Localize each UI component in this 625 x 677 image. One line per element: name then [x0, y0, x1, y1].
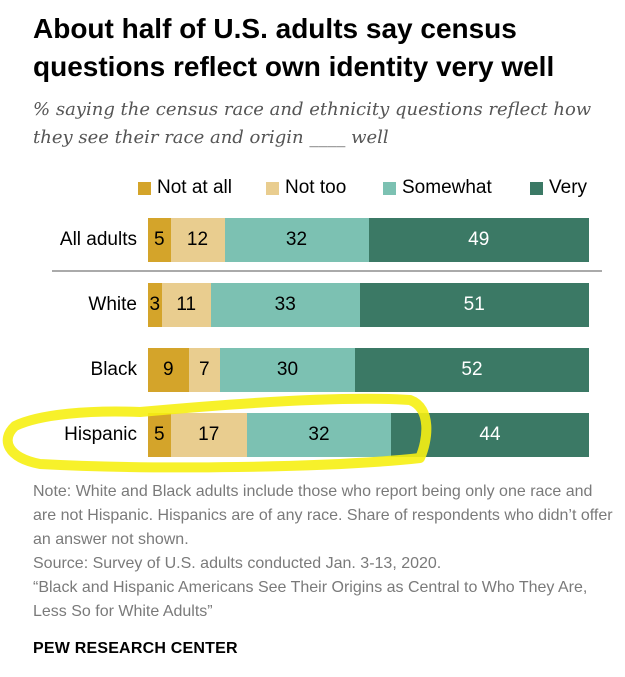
legend-label: Not too	[285, 177, 347, 198]
bar-segment: 17	[170, 413, 247, 457]
bar-segment: 30	[220, 348, 355, 392]
data-label: 12	[186, 229, 209, 250]
data-label: 49	[468, 229, 490, 250]
data-label: 3	[149, 294, 161, 315]
legend-item: Not at all	[138, 176, 232, 200]
bar-segment: 44	[391, 413, 589, 457]
bar-segment: 11	[161, 283, 211, 327]
bar-segment: 7	[188, 348, 220, 392]
chart-subtitle: % saying the census race and ethnicity q…	[33, 99, 592, 148]
category-label: White	[88, 294, 137, 315]
legend-item: Not too	[266, 176, 346, 200]
group-divider	[52, 270, 602, 272]
bar-segment: 9	[148, 348, 189, 392]
bar-segment: 52	[355, 348, 589, 392]
legend-swatch	[383, 181, 396, 195]
bar-segment: 33	[211, 283, 360, 327]
data-label: 5	[153, 424, 165, 445]
bar-segment: 32	[247, 413, 391, 457]
data-label: 44	[479, 424, 501, 445]
data-label: 51	[463, 294, 485, 315]
data-label: 32	[308, 424, 330, 445]
legend-item: Very	[530, 176, 587, 200]
legend-label: Very	[549, 177, 588, 198]
data-label: 52	[461, 359, 483, 380]
category-label: Hispanic	[64, 424, 137, 445]
note-text: Note: White and Black adults include tho…	[33, 483, 613, 548]
data-label: 32	[285, 229, 308, 250]
data-label: 5	[153, 229, 165, 250]
data-label: 11	[176, 294, 197, 315]
legend-swatch	[530, 181, 543, 195]
category-label: All adults	[59, 229, 137, 250]
bar-segment: 49	[368, 218, 589, 262]
legend-swatch	[266, 181, 279, 195]
bar-segment: 5	[148, 218, 171, 262]
legend-swatch	[138, 181, 151, 195]
bar-segment: 12	[170, 218, 225, 262]
bar-segment: 3	[148, 283, 162, 327]
category-label: Black	[90, 359, 137, 380]
data-label: 9	[162, 359, 174, 380]
bar-segment: 51	[359, 283, 589, 327]
bar-segment: 32	[224, 218, 369, 262]
chart-legend: Not at all Not too Somewhat Very	[0, 176, 625, 200]
legend-item: Somewhat	[383, 176, 492, 200]
data-label: 33	[274, 294, 296, 315]
data-label: 17	[198, 424, 220, 445]
brand-logo-text: PEW RESEARCH CENTER	[33, 640, 238, 657]
chart-notes: Note: White and Black adults include tho…	[33, 480, 613, 624]
data-label: 30	[276, 359, 299, 380]
legend-label: Not at all	[157, 177, 232, 198]
source-text: Source: Survey of U.S. adults conducted …	[33, 555, 442, 572]
legend-label: Somewhat	[402, 177, 492, 198]
data-label: 7	[198, 359, 210, 380]
bar-segment: 5	[148, 413, 171, 457]
report-title: “Black and Hispanic Americans See Their …	[33, 579, 588, 620]
chart-title: About half of U.S. adults say census que…	[33, 13, 555, 82]
